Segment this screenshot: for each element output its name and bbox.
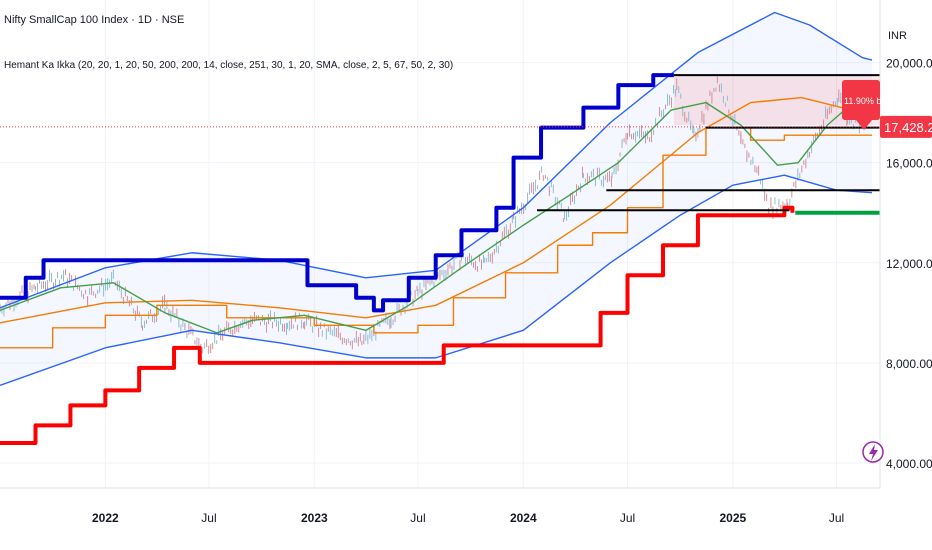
levels-layer	[537, 74, 880, 212]
y-tick-label: 4,000.00	[886, 457, 932, 471]
grid-lines	[0, 0, 880, 488]
price-axis[interactable]: 4,000.00 8,000.00 12,000.00 16,000.00 20,000…	[886, 57, 932, 471]
series-upper-band	[0, 73, 674, 313]
lightning-icon	[869, 444, 878, 461]
price-badge-text: 17,428.20	[884, 120, 932, 135]
y-tick-label: 20,000.00	[886, 57, 932, 71]
series-lower-band	[0, 205, 795, 445]
x-tick-label: 2022	[92, 511, 119, 525]
series-channel-upper	[0, 11, 873, 309]
y-tick-label: 12,000.00	[886, 257, 932, 271]
x-tick-label: Jul	[201, 511, 216, 525]
series-channel-lower	[0, 174, 873, 387]
channel-fill	[0, 12, 872, 386]
series-green-ma	[0, 101, 866, 334]
y-tick-label: 16,000.00	[886, 157, 932, 171]
x-tick-label: Jul	[410, 511, 425, 525]
alert-badge-text: 11.90% below	[844, 96, 900, 106]
time-axis[interactable]: 2022 Jul 2023 Jul 2024 Jul 2025 Jul	[92, 511, 844, 525]
series-orange-ma	[0, 96, 873, 324]
y-tick-label: 8,000.00	[886, 357, 932, 371]
symbol-title[interactable]: Nifty SmallCap 100 Index · 1D · NSE	[4, 14, 185, 26]
x-tick-label: Jul	[620, 511, 635, 525]
lightning-button[interactable]	[862, 441, 884, 463]
currency-label: INR	[888, 30, 907, 42]
alert-badge[interactable]: 11.90% below	[842, 80, 900, 130]
x-tick-label: 2023	[301, 511, 328, 525]
series-orange-step	[0, 126, 872, 349]
price-badge: 17,428.20	[880, 115, 932, 138]
x-tick-label: 2024	[510, 511, 537, 525]
x-tick-label: 2025	[720, 511, 747, 525]
x-tick-label: Jul	[829, 511, 844, 525]
indicator-legend[interactable]: Hemant Ka Ikka (20, 20, 1, 20, 50, 200, …	[4, 60, 454, 71]
